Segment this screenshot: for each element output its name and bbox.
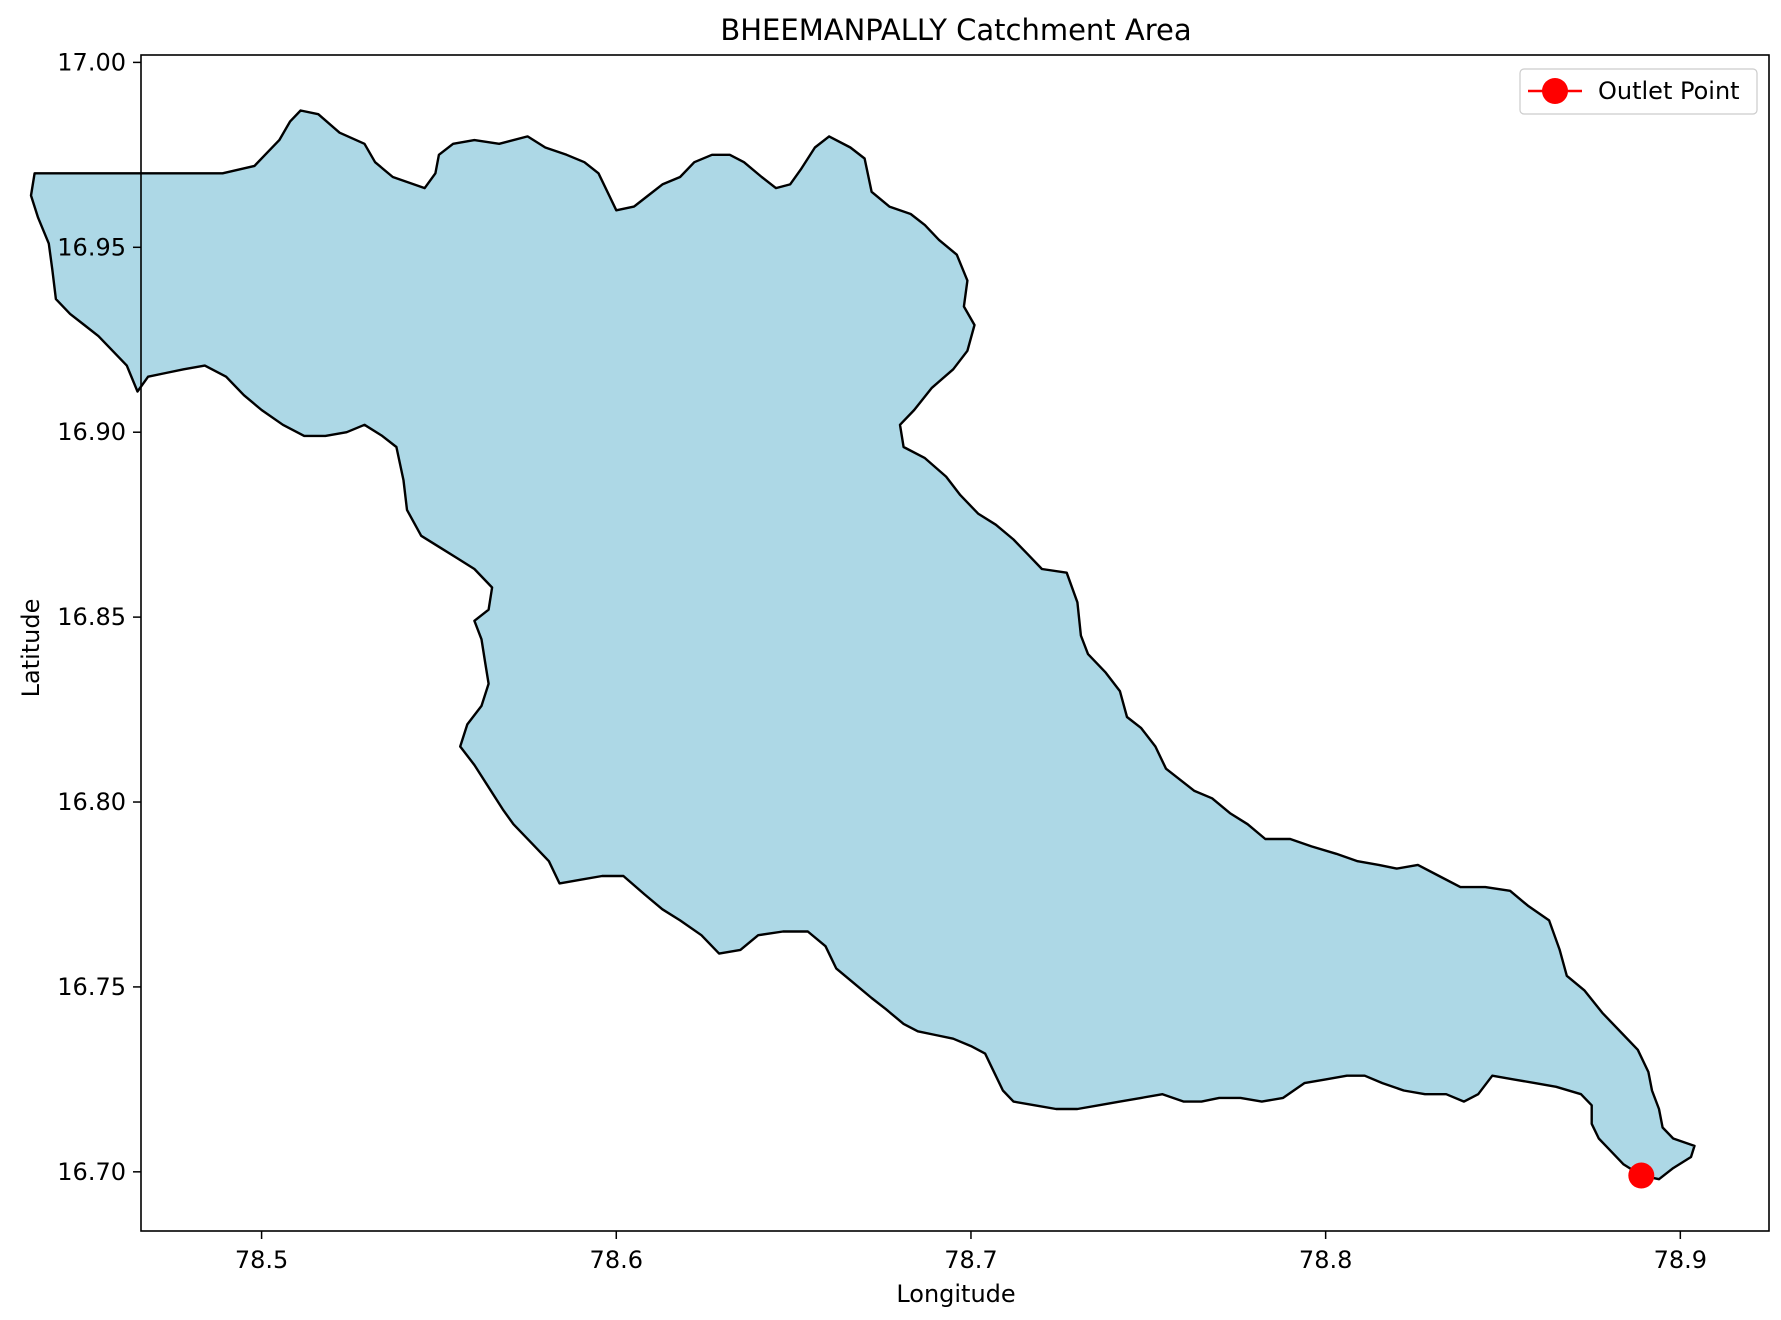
x-tick-label: 78.6 (590, 1246, 643, 1274)
x-tick-label: 78.9 (1654, 1246, 1707, 1274)
y-tick-label: 17.00 (57, 48, 126, 76)
legend-marker-icon (1542, 78, 1568, 104)
x-tick-label: 78.5 (235, 1246, 288, 1274)
outlet-point-marker (1628, 1162, 1655, 1189)
y-tick-label: 16.85 (57, 603, 126, 631)
legend-box (1519, 68, 1758, 115)
y-tick-label: 16.90 (57, 418, 126, 446)
x-tick-label: 78.7 (944, 1246, 997, 1274)
y-tick-label: 16.80 (57, 788, 126, 816)
y-axis-ticks: 16.70 16.75 16.80 16.85 16.90 16.95 17.00 (57, 48, 141, 1186)
x-axis-ticks: 78.5 78.6 78.7 78.8 78.9 (235, 1231, 1707, 1274)
x-axis-label: Longitude (896, 1280, 1015, 1308)
axes-frame (140, 54, 1770, 1232)
y-tick-label: 16.75 (57, 973, 126, 1001)
plot-area (29, 109, 1696, 1189)
legend: Outlet Point (1519, 68, 1758, 115)
legend-label-outlet-point: Outlet Point (1598, 77, 1740, 105)
y-tick-label: 16.70 (57, 1158, 126, 1186)
chart-title: BHEEMANPALLY Catchment Area (720, 13, 1191, 47)
y-tick-label: 16.95 (57, 233, 126, 261)
x-tick-label: 78.8 (1299, 1246, 1352, 1274)
y-axis-label: Latitude (17, 599, 45, 698)
